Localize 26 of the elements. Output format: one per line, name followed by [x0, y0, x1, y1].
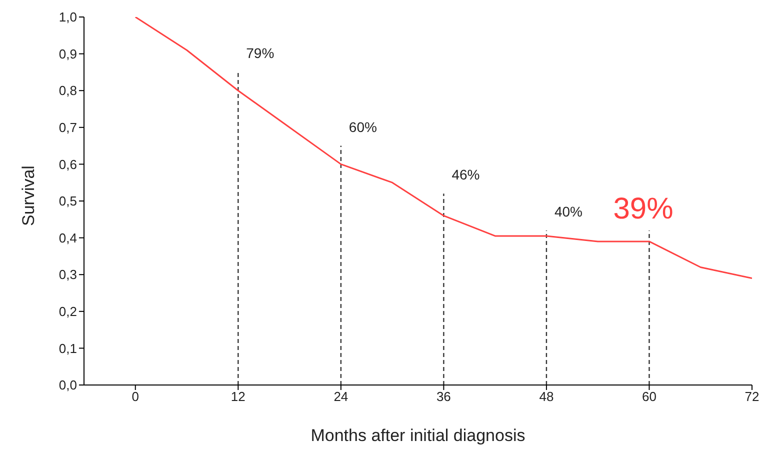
x-tick-label: 72: [744, 389, 760, 404]
y-tick-label: 1,0: [58, 10, 77, 25]
annotation: 40%: [554, 203, 582, 220]
x-tick-label: 0: [132, 389, 139, 404]
x-axis-title: Months after initial diagnosis: [310, 426, 526, 445]
y-tick-label: 0,3: [58, 267, 77, 282]
x-tick-label: 24: [334, 389, 348, 404]
y-tick-label: 0,8: [58, 83, 77, 98]
x-tick-label: 60: [642, 389, 656, 404]
y-tick-label: 0,4: [58, 230, 77, 246]
y-tick-label: 0,9: [58, 46, 77, 62]
annotation: 79%: [246, 45, 274, 62]
annotation: 46%: [452, 166, 480, 183]
x-tick-label: 36: [436, 389, 451, 404]
y-tick-label: 0,0: [58, 378, 77, 393]
y-axis-title: Survival: [19, 166, 38, 226]
x-tick-label: 48: [539, 389, 554, 404]
line-series: [134, 17, 752, 280]
y-tick-label: 0,5: [58, 194, 77, 209]
y-tick-label: 0,1: [58, 340, 77, 356]
y-tick-label: 0,7: [58, 120, 77, 136]
x-tick-label: 12: [230, 389, 246, 404]
y-tick-label: 0,2: [58, 304, 77, 320]
annotation: 39%: [613, 192, 674, 226]
annotation: 60%: [348, 118, 377, 135]
y-tick-label: 0,6: [58, 156, 77, 172]
